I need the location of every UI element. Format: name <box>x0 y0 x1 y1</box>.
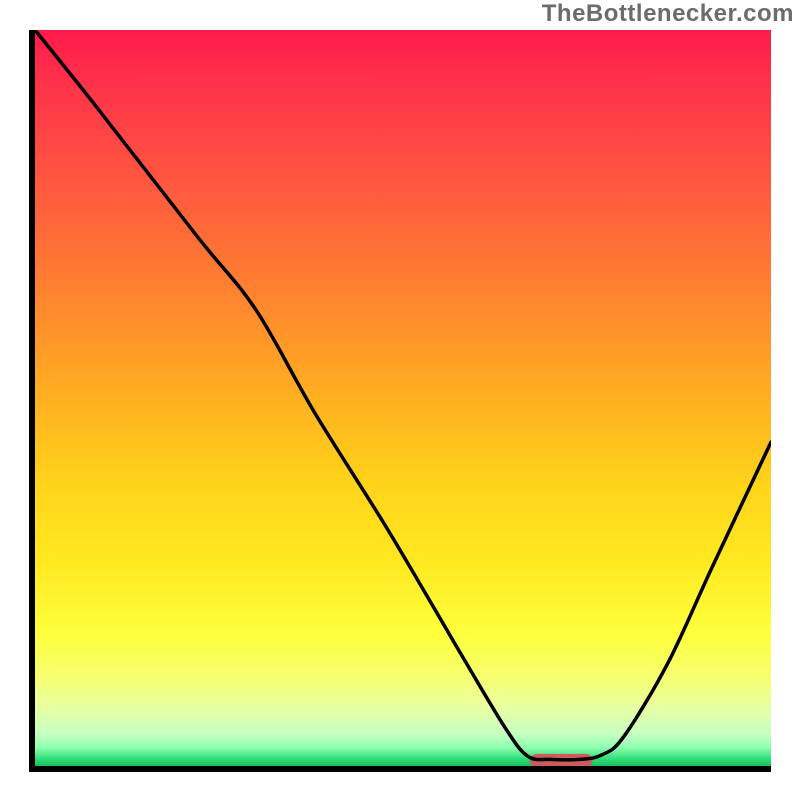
chart-container: TheBottlenecker.com <box>0 0 800 800</box>
watermark-text: TheBottlenecker.com <box>542 0 794 28</box>
gradient-background <box>35 30 771 766</box>
plot-area <box>29 30 771 772</box>
chart-svg <box>29 30 771 772</box>
